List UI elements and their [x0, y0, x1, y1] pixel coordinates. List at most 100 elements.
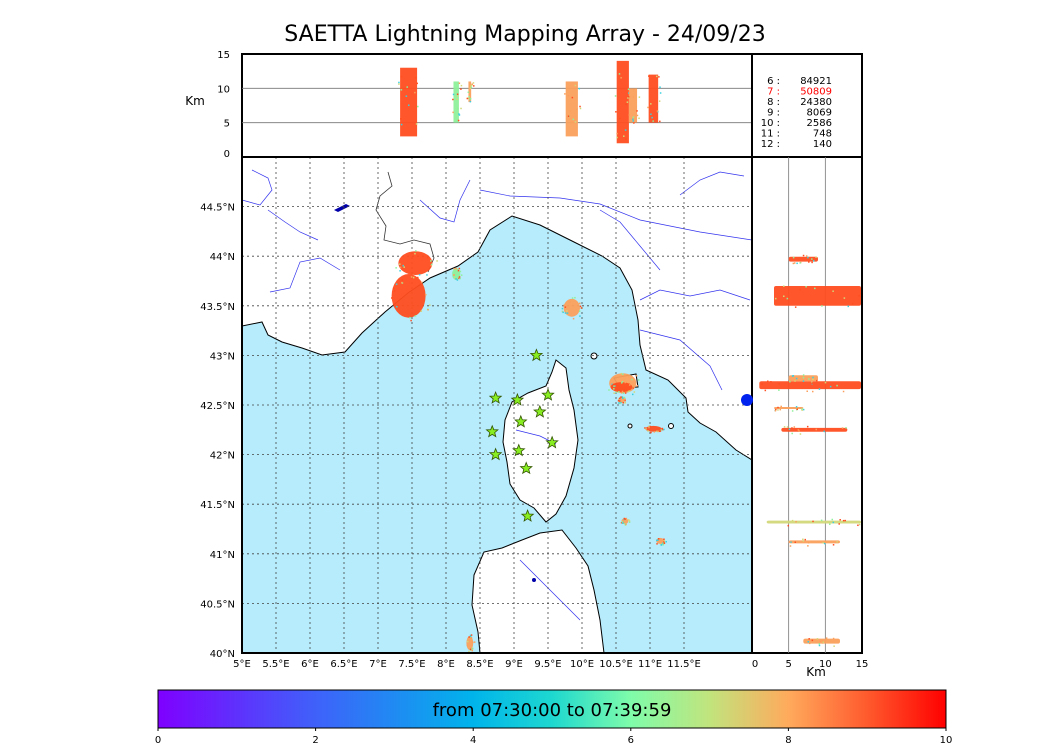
source-dot — [468, 95, 470, 98]
source-dot — [621, 390, 624, 393]
source-dot — [812, 520, 814, 523]
source-dot — [659, 120, 661, 123]
source-dot — [620, 401, 622, 404]
source-dot — [778, 389, 780, 391]
source-dot — [469, 634, 472, 637]
source-dot — [420, 310, 423, 312]
source-dot — [436, 260, 438, 262]
station-star-icon — [529, 348, 544, 362]
source-dot — [649, 425, 652, 428]
altitude-band — [766, 518, 861, 527]
source-dot — [400, 89, 403, 91]
source-dot — [799, 433, 802, 435]
source-dot — [807, 641, 810, 643]
source-dot — [632, 120, 635, 122]
lat-tick-label: 43°N — [210, 351, 235, 362]
source-dot — [625, 517, 628, 520]
source-dot — [811, 639, 814, 642]
source-dot — [472, 82, 475, 84]
source-dot — [618, 400, 621, 402]
source-dot — [400, 123, 403, 126]
source-dot — [628, 384, 631, 386]
source-dot — [456, 95, 459, 97]
source-dot — [657, 538, 660, 540]
source-dot — [665, 540, 667, 543]
source-dot — [470, 86, 473, 89]
source-dot — [567, 115, 570, 117]
altitude-longitude-panel: 0 5 10 15 Km — [185, 50, 753, 160]
source-dot — [794, 380, 796, 382]
altitude-tick-label: 15 — [856, 659, 869, 670]
source-dot — [622, 392, 625, 395]
source-dot — [632, 116, 635, 118]
lat-tick-label: 44.5°N — [200, 203, 235, 214]
source-dot — [818, 644, 821, 647]
lon-tick-label: 10.5°E — [599, 659, 633, 670]
source-dot — [761, 383, 763, 385]
source-dot — [628, 92, 630, 94]
source-dot — [851, 303, 854, 305]
source-dot — [392, 287, 395, 290]
source-dot — [839, 518, 841, 521]
altitude-band — [788, 538, 840, 547]
source-dot — [811, 261, 813, 264]
altitude-band — [759, 380, 861, 393]
source-dot — [429, 304, 431, 306]
source-dot — [802, 540, 805, 542]
source-dot — [627, 88, 630, 91]
source-dot — [471, 649, 473, 652]
source-dot — [857, 524, 859, 527]
lat-tick-label: 41°N — [210, 550, 235, 561]
source-dot — [625, 103, 627, 105]
source-dot — [561, 310, 564, 313]
source-dot — [628, 390, 631, 392]
source-dot — [414, 76, 417, 79]
source-dot — [471, 83, 474, 85]
altitude-tick-label: 0 — [224, 149, 230, 160]
source-dot — [656, 75, 658, 78]
source-dot — [454, 270, 456, 273]
source-dot — [844, 519, 847, 522]
source-dot — [400, 75, 403, 78]
source-dot — [806, 390, 808, 393]
count-label: 12 : — [761, 139, 780, 150]
cluster-core — [398, 251, 433, 276]
source-dot — [620, 396, 622, 398]
capraia-island — [590, 352, 598, 360]
source-dot — [616, 132, 618, 135]
source-dot — [779, 408, 782, 411]
station-star-icon — [520, 508, 535, 522]
altitude-column — [564, 81, 582, 137]
source-dot — [658, 430, 661, 433]
source-dot — [393, 290, 396, 292]
lat-tick-label: 44°N — [210, 252, 235, 263]
source-dot — [836, 384, 838, 387]
source-dot — [628, 521, 631, 523]
source-dot — [806, 425, 809, 428]
column-core — [565, 81, 578, 137]
source-dot — [636, 114, 639, 117]
count-label: 10 : — [761, 118, 780, 129]
source-dot — [807, 541, 810, 544]
source-dot — [808, 378, 810, 380]
source-dot — [414, 252, 416, 255]
source-dot — [650, 103, 652, 105]
source-dot — [459, 277, 461, 280]
source-dot — [637, 379, 640, 381]
source-dot — [623, 135, 625, 137]
source-dot — [811, 382, 813, 384]
source-dot — [457, 269, 460, 272]
source-dot — [576, 108, 578, 111]
source-dot — [455, 268, 458, 271]
source-dot — [636, 385, 638, 387]
source-dot — [618, 402, 620, 404]
source-dot — [460, 107, 462, 110]
source-dot — [469, 87, 472, 89]
count-value: 50809 — [800, 87, 832, 98]
source-dot — [638, 96, 641, 98]
source-dot — [659, 92, 662, 94]
source-dot — [468, 636, 470, 638]
source-dot — [633, 122, 635, 124]
source-dot — [812, 376, 814, 379]
count-label: 6 : — [767, 76, 780, 87]
